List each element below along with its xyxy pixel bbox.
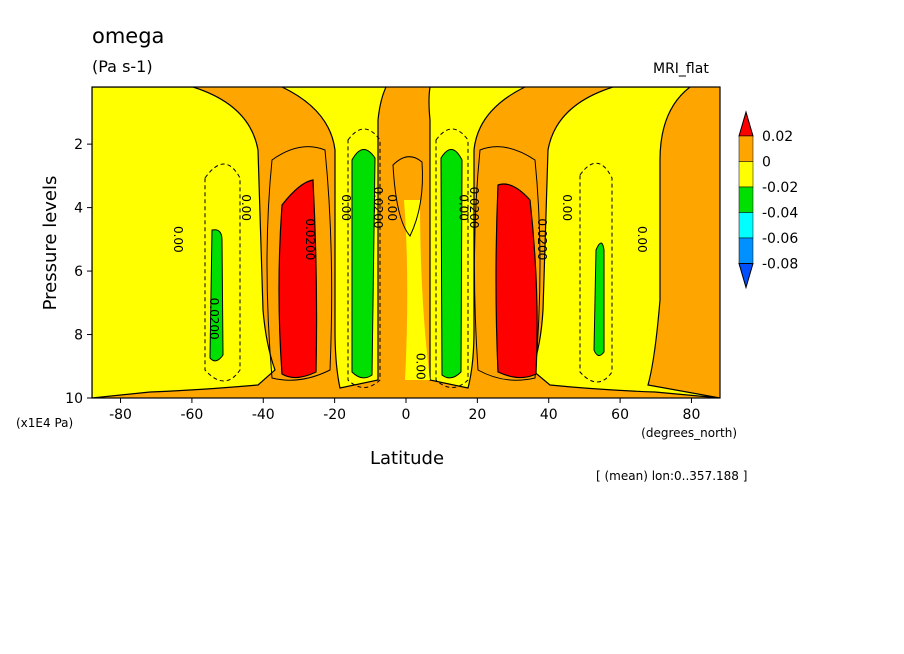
contour-label: 0.00: [239, 194, 253, 221]
green-core-right: [440, 149, 463, 379]
model-name: MRI_flat: [653, 61, 709, 77]
contour-label: 0.00: [635, 226, 649, 253]
colorbar-level-label: 0.02: [762, 129, 793, 145]
contour-label: 0.00: [171, 226, 185, 253]
x-tick-label: 40: [540, 407, 558, 423]
green-core-far-right: [593, 242, 605, 356]
y-tick-label: 4: [74, 201, 83, 217]
contour-label: 0.0200: [303, 218, 317, 260]
contour-label: 0.00: [560, 194, 574, 221]
x-axis-units: (degrees_north): [641, 426, 737, 440]
colorbar-level-label: -0.04: [762, 206, 798, 222]
x-tick-label: 0: [402, 407, 411, 423]
x-tick-label: -80: [109, 407, 132, 423]
green-core-left: [351, 149, 376, 379]
contour-label: 0.0200: [207, 298, 221, 340]
contour-label: 0.00: [385, 194, 399, 221]
y-axis-title: Pressure levels: [40, 176, 61, 311]
x-axis-title: Latitude: [370, 448, 444, 469]
colorbar-level-label: 0: [762, 155, 771, 171]
y-tick-label: 10: [65, 391, 83, 407]
contour-line-right-inner: [473, 146, 541, 381]
y-tick-label: 2: [74, 137, 83, 153]
chart-title: omega: [92, 24, 165, 48]
averaging-note: [ (mean) lon:0..357.188 ]: [596, 469, 748, 483]
colorbar-bottom-arrow: [738, 263, 754, 290]
contour-label: 0.00: [339, 194, 353, 221]
colorbar-swatch: [738, 186, 754, 213]
dashed-contour-far-left: [204, 163, 241, 382]
dashed-contour-left: [347, 128, 381, 388]
y-axis-units: (x1E4 Pa): [16, 416, 73, 430]
colorbar: 0.02 0 -0.02 -0.04 -0.06 -0.08: [738, 110, 798, 290]
colorbar-level-label: -0.02: [762, 180, 798, 196]
red-core-right: [495, 183, 538, 379]
chart-units: (Pa s-1): [92, 57, 153, 76]
contour-label: 0.00: [414, 353, 428, 380]
colorbar-swatch: [738, 135, 754, 162]
y-tick-label: 6: [74, 264, 83, 280]
yellow-region-left: [92, 87, 276, 398]
x-tick-label: -40: [252, 407, 275, 423]
x-axis-ticks: -80 -60 -40 -20 0 20 40 60 80: [109, 398, 700, 423]
colorbar-swatch: [738, 212, 754, 239]
red-core-left: [278, 179, 318, 379]
contour-label: 0.0200: [467, 187, 481, 229]
y-tick-label: 8: [74, 328, 83, 344]
contour-line-equator: [392, 156, 423, 237]
contour-label: 0.0200: [535, 218, 549, 260]
colorbar-level-label: -0.08: [762, 257, 798, 273]
contour-label: 0.0200: [371, 187, 385, 229]
dashed-contour-far-right: [579, 162, 613, 383]
x-tick-label: 80: [683, 407, 701, 423]
yellow-region-right: [531, 87, 720, 398]
colorbar-swatch: [738, 237, 754, 264]
x-tick-label: -60: [180, 407, 203, 423]
x-tick-label: -20: [323, 407, 346, 423]
green-core-far-left: [209, 229, 224, 362]
y-axis-ticks: 2 4 6 8 10: [65, 137, 92, 407]
x-tick-label: 60: [611, 407, 629, 423]
colorbar-swatch: [738, 161, 754, 188]
contour-label: 0.00: [457, 194, 471, 221]
colorbar-level-label: -0.06: [762, 231, 798, 247]
contour-line-left-inner: [266, 146, 333, 381]
contour-fills: [92, 87, 720, 398]
dashed-contour-right: [435, 128, 469, 388]
yellow-strip-center: [404, 200, 430, 380]
colorbar-top-arrow: [738, 110, 754, 137]
x-tick-label: 20: [468, 407, 486, 423]
